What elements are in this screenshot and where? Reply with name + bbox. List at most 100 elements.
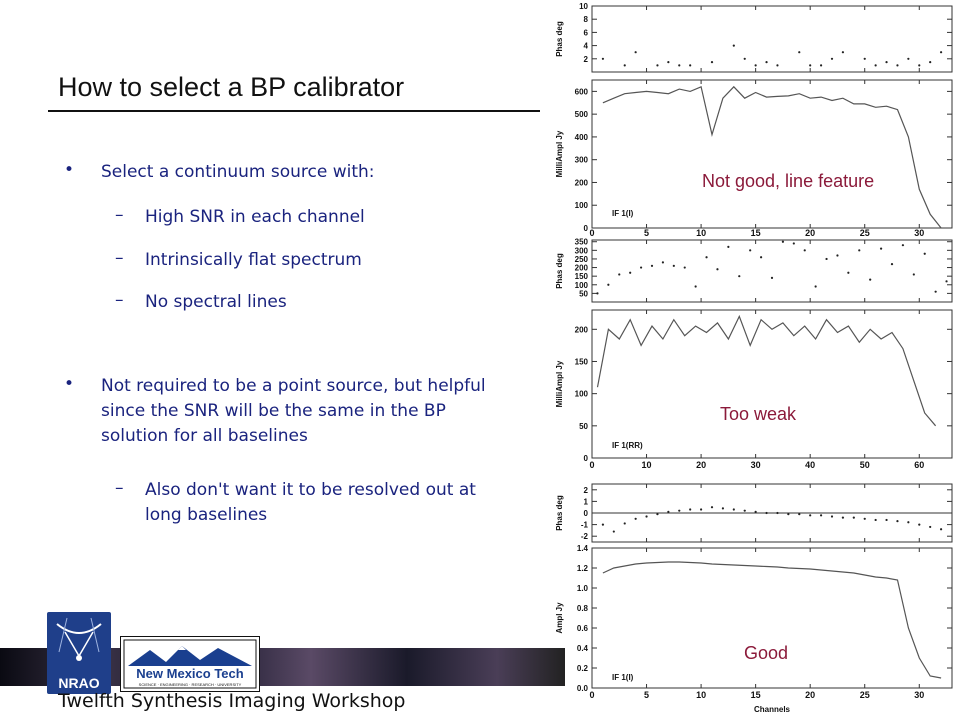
y-tick-label: 50 bbox=[579, 422, 588, 431]
phase-point bbox=[841, 51, 845, 54]
phase-point bbox=[694, 285, 697, 288]
x-tick-label: 0 bbox=[589, 228, 594, 238]
phase-point bbox=[650, 264, 654, 267]
y-tick-label: 1 bbox=[584, 497, 589, 506]
y-tick-label: 4 bbox=[584, 42, 589, 51]
sub-bullet-marker: – bbox=[115, 205, 124, 225]
x-tick-label: 30 bbox=[914, 228, 924, 238]
phase-point bbox=[792, 242, 795, 245]
slide-title: How to select a BP calibrator bbox=[58, 72, 405, 102]
y-tick-label: 350 bbox=[575, 238, 589, 247]
y-tick-label: 6 bbox=[584, 28, 589, 37]
y-axis-label: Phas deg bbox=[555, 495, 564, 531]
y-tick-label: 8 bbox=[584, 15, 589, 24]
y-axis-label: Phas deg bbox=[555, 21, 564, 57]
phase-point bbox=[678, 64, 681, 67]
y-tick-label: 200 bbox=[575, 325, 589, 334]
y-tick-label: 150 bbox=[575, 357, 589, 366]
nmt-logo-text: New Mexico Tech bbox=[136, 666, 243, 681]
phase-point bbox=[901, 244, 905, 247]
phase-point bbox=[863, 57, 866, 60]
x-tick-label: 0 bbox=[589, 690, 594, 700]
phase-point bbox=[634, 51, 637, 54]
phase-point bbox=[819, 64, 823, 67]
phase-point bbox=[863, 517, 866, 520]
x-tick-label: 10 bbox=[696, 690, 706, 700]
plot-frame bbox=[591, 547, 953, 689]
phase-point bbox=[754, 510, 757, 513]
bullet-marker: • bbox=[64, 160, 75, 180]
x-tick-label: 50 bbox=[860, 460, 870, 470]
phase-point bbox=[683, 266, 686, 269]
y-tick-label: 100 bbox=[575, 281, 589, 290]
bullet-marker: • bbox=[64, 374, 75, 394]
y-tick-label: 0.4 bbox=[577, 644, 589, 653]
amplitude-series-line bbox=[602, 85, 942, 229]
y-tick-label: 400 bbox=[575, 133, 589, 142]
phase-point bbox=[929, 525, 932, 529]
sub-bullet-text: Intrinsically flat spectrum bbox=[145, 250, 362, 270]
phase-point bbox=[770, 276, 774, 279]
phase-point bbox=[699, 508, 703, 511]
plot-frame bbox=[591, 79, 953, 229]
phase-point bbox=[738, 275, 741, 278]
x-tick-label: 30 bbox=[914, 690, 924, 700]
nrao-logo: NRAO bbox=[47, 612, 111, 694]
amplitude-series-line bbox=[602, 561, 942, 679]
phase-point bbox=[896, 64, 899, 67]
y-tick-label: 300 bbox=[575, 246, 589, 255]
amplitude-series-line bbox=[596, 314, 937, 427]
y-tick-label: 200 bbox=[575, 178, 589, 187]
phase-point bbox=[667, 61, 670, 64]
phase-point bbox=[596, 292, 599, 295]
y-axis-label: MilliAmpl Jy bbox=[555, 360, 564, 407]
y-tick-label: 100 bbox=[575, 390, 589, 399]
y-axis-label: MilliAmpl Jy bbox=[555, 130, 564, 177]
annotation-label: Not good, line feature bbox=[702, 171, 874, 191]
phase-point bbox=[661, 261, 665, 264]
phase-point bbox=[939, 528, 943, 531]
phase-point bbox=[814, 285, 817, 288]
phase-point bbox=[743, 509, 746, 512]
y-tick-label: 0.2 bbox=[577, 664, 589, 673]
phase-point bbox=[787, 513, 790, 516]
phase-point bbox=[809, 514, 812, 517]
bullet-text: Not required to be a point source, but h… bbox=[101, 376, 486, 446]
x-tick-label: 40 bbox=[805, 460, 815, 470]
phase-point bbox=[754, 64, 757, 67]
phase-point bbox=[885, 61, 888, 64]
phase-point bbox=[639, 266, 643, 269]
y-tick-label: 0 bbox=[584, 454, 589, 463]
x-tick-label: 60 bbox=[914, 460, 924, 470]
phase-point bbox=[830, 57, 834, 60]
x-tick-label: 30 bbox=[751, 460, 761, 470]
phase-point bbox=[912, 273, 915, 276]
bullet-text: Select a continuum source with: bbox=[101, 162, 375, 182]
x-tick-label: 15 bbox=[751, 690, 761, 700]
y-tick-label: 200 bbox=[575, 264, 589, 273]
phase-point bbox=[874, 518, 877, 522]
phase-point bbox=[689, 508, 692, 511]
phase-point bbox=[830, 515, 834, 518]
x-tick-label: 20 bbox=[696, 460, 706, 470]
x-tick-label: 5 bbox=[644, 228, 649, 238]
phase-point bbox=[765, 511, 768, 515]
phase-point bbox=[885, 518, 888, 522]
phase-point bbox=[869, 278, 872, 281]
sub-bullet-marker: – bbox=[115, 290, 124, 310]
phase-point bbox=[601, 523, 605, 526]
phase-point bbox=[918, 523, 921, 526]
if-label: IF 1(I) bbox=[612, 673, 634, 682]
y-tick-label: 1.0 bbox=[577, 584, 589, 593]
x-tick-label: 25 bbox=[860, 228, 870, 238]
phase-point bbox=[656, 64, 659, 67]
footer-text: Twelfth Synthesis Imaging Workshop bbox=[58, 690, 406, 712]
x-tick-label: 10 bbox=[642, 460, 652, 470]
y-axis-label: Phas deg bbox=[555, 253, 564, 289]
phase-point bbox=[803, 249, 806, 252]
phase-point bbox=[825, 257, 828, 261]
x-tick-label: 25 bbox=[860, 690, 870, 700]
x-axis-label: Channels bbox=[754, 705, 791, 714]
phase-point bbox=[819, 514, 823, 517]
